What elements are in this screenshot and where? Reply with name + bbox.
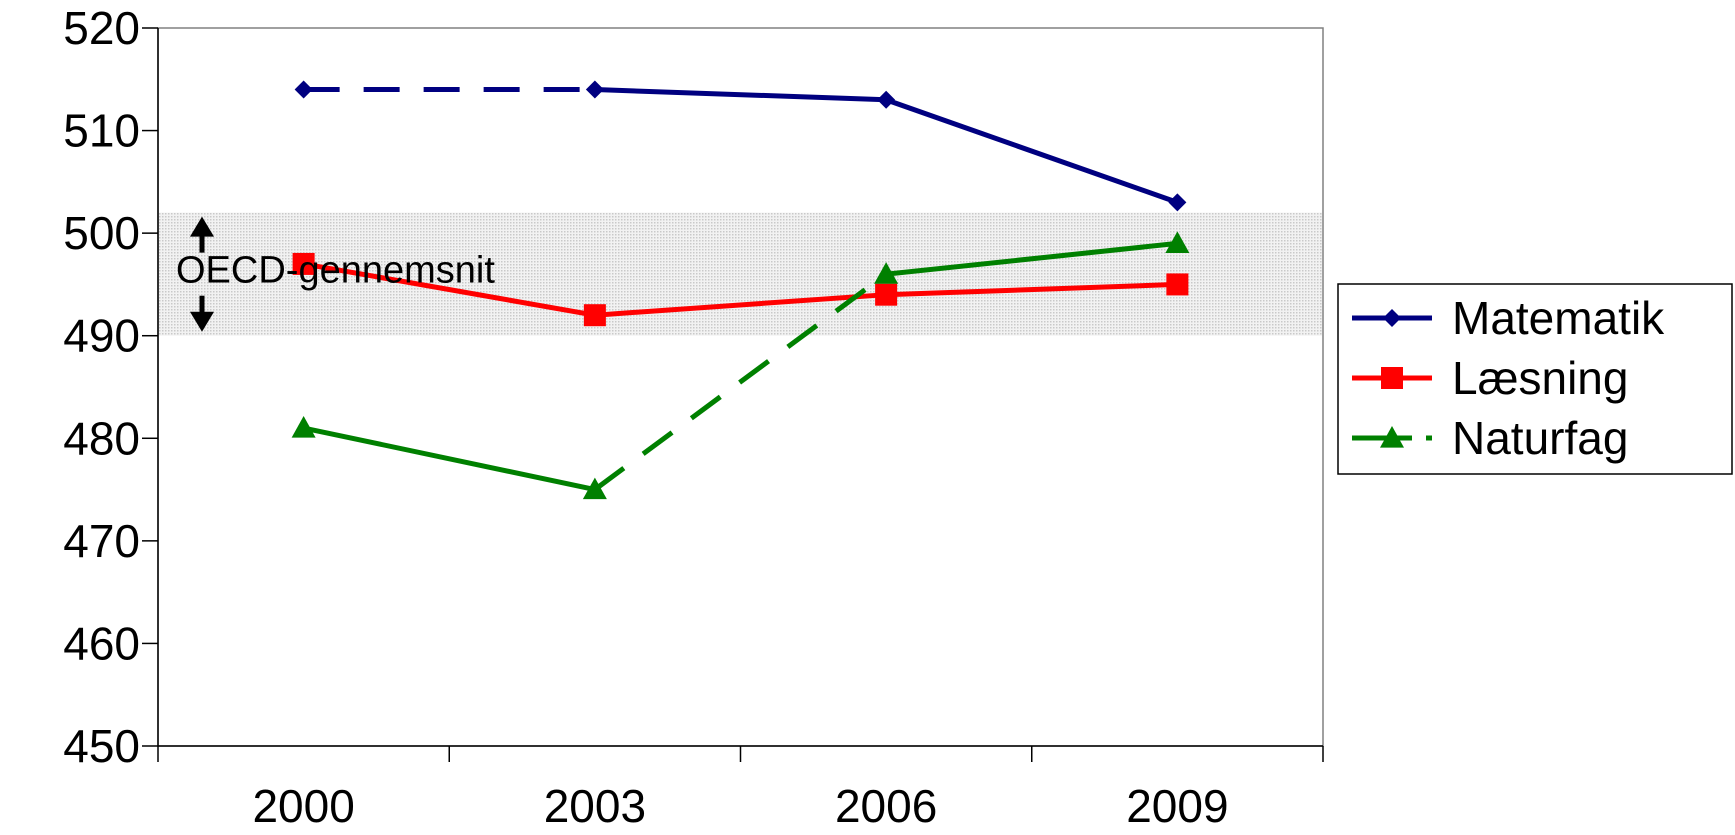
series-segment-naturfag — [593, 272, 888, 492]
y-tick-label: 450 — [63, 720, 140, 772]
series-segment-læsning — [594, 292, 887, 318]
y-tick-label: 480 — [63, 412, 140, 464]
data-point-matematik — [294, 80, 313, 99]
legend-marker-matematik — [1383, 309, 1401, 327]
data-point-naturfag — [582, 477, 607, 500]
legend-label-matematik: Matematik — [1452, 292, 1665, 344]
data-point-læsning — [583, 304, 606, 327]
x-tick-label: 2009 — [1126, 780, 1228, 832]
data-point-matematik — [877, 90, 896, 109]
series-segment-læsning — [886, 281, 1178, 298]
series-segment-læsning — [303, 261, 596, 318]
y-tick-label: 500 — [63, 207, 140, 259]
data-point-læsning — [1166, 273, 1189, 296]
y-tick-label: 520 — [63, 2, 140, 54]
series-segment-naturfag — [303, 425, 596, 493]
data-point-matematik — [585, 80, 604, 99]
series-segment-matematik — [885, 97, 1179, 205]
band-label: OECD-gennemsnit — [176, 250, 495, 292]
plot-area — [157, 27, 1324, 747]
x-tick-label: 2000 — [252, 780, 354, 832]
band-arrow-down-head — [190, 311, 214, 332]
y-tick-label: 510 — [63, 105, 140, 157]
series-segment-matematik — [594, 87, 887, 103]
series-segment-naturfag — [885, 240, 1178, 277]
data-point-naturfag — [291, 416, 316, 438]
legend-label-læsning: Læsning — [1452, 352, 1628, 404]
data-point-matematik — [1168, 193, 1187, 212]
y-tick-label: 460 — [63, 617, 140, 669]
legend-label-naturfag: Naturfag — [1452, 412, 1628, 464]
y-tick-label: 490 — [63, 310, 140, 362]
data-point-læsning — [292, 252, 315, 275]
legend-marker-læsning — [1381, 367, 1403, 389]
data-point-naturfag — [1165, 231, 1190, 253]
data-point-naturfag — [874, 262, 899, 284]
legend-marker-naturfag — [1380, 426, 1404, 448]
x-tick-label: 2003 — [544, 780, 646, 832]
x-tick-label: 2006 — [835, 780, 937, 832]
band-arrow-up-head — [190, 216, 214, 237]
data-point-læsning — [875, 283, 898, 306]
y-tick-label: 470 — [63, 515, 140, 567]
